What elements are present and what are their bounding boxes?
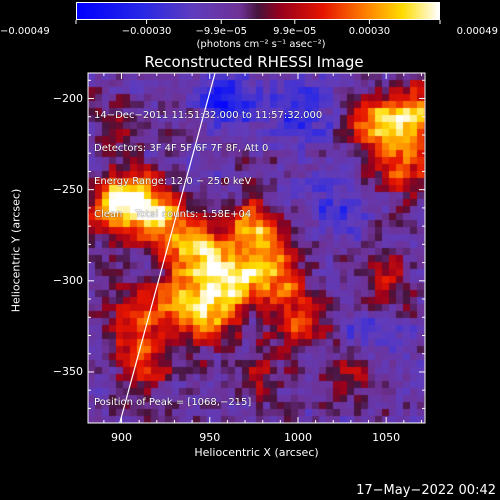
colorbar-tick-label: −0.00030 (121, 26, 172, 37)
render-timestamp: 17−May−2022 00:42 (356, 483, 496, 498)
x-axis-label: Heliocentric X (arcsec) (194, 446, 319, 459)
x-tick-label: 1050 (372, 431, 401, 444)
colorbar-ticks (75, 20, 441, 24)
colorbar-tick-label: −9.9e−05 (195, 26, 247, 37)
peak-position-label: Position of Peak = [1068,−215] (94, 397, 252, 408)
solar-limb-line (119, 72, 216, 424)
info-line-detectors: Detectors: 3F 4F 5F 6F 7F 8F, Att 0 (94, 143, 269, 154)
info-line-counts: Clean Total counts: 1.58E+04 (94, 209, 252, 220)
plot-border (87, 72, 426, 424)
info-line-time: 14−Dec−2011 11:51:32.000 to 11:57:32.000 (94, 110, 323, 121)
y-tick-label: −200 (52, 91, 83, 105)
info-block: 14−Dec−2011 11:51:32.000 to 11:57:32.000… (94, 88, 322, 231)
colorbar-tick-label: 0.00049 (456, 26, 498, 37)
y-tick-label: −250 (52, 182, 83, 196)
y-axis-label: Heliocentric Y (arcsec) (9, 188, 23, 313)
colorbar-unit-label: (photons cm⁻² s⁻¹ asec⁻²) (196, 39, 326, 50)
y-tick-label: −350 (52, 364, 83, 378)
colorbar-tick-label: 0.00030 (348, 26, 391, 37)
colorbar-tick-label: −0.00049 (0, 26, 50, 37)
info-line-energy: Energy Range: 12.0 − 25.0 keV (94, 176, 252, 187)
x-tick-label: 900 (111, 431, 133, 444)
chart-title: Reconstructed RHESSI Image (144, 53, 364, 71)
x-tick-label: 1000 (283, 431, 312, 444)
y-tick-label: −300 (52, 273, 83, 287)
colorbar-tick-label: 9.9e−05 (273, 26, 317, 37)
heatmap-image (88, 73, 425, 423)
colorbar (76, 2, 440, 20)
x-tick-label: 950 (199, 431, 221, 444)
